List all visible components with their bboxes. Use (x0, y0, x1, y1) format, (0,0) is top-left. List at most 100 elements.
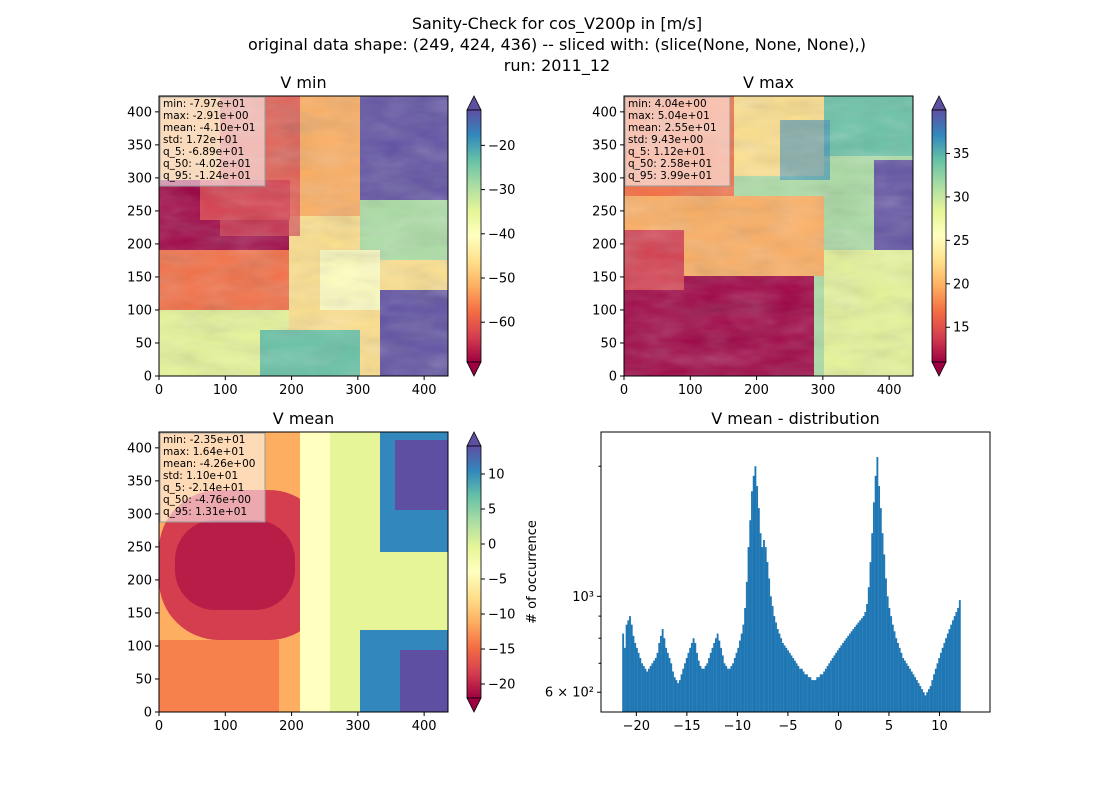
v-mean-axes-frame (158, 431, 449, 713)
v-min-colorbar: −60 −50 −40 −30 −20 (466, 95, 515, 377)
stat-line: max: 1.64e+01 (163, 446, 245, 458)
histogram-bar (627, 620, 630, 712)
y-tick-label: 150 (592, 270, 617, 285)
histogram-bar (708, 657, 710, 712)
histogram-bar (929, 686, 932, 712)
colorbar-tick-label: −30 (488, 183, 515, 198)
colorbar-tick-label: −40 (488, 227, 515, 242)
histogram-bar (622, 633, 625, 712)
colorbar-body (466, 109, 482, 363)
histogram-bar (790, 655, 793, 712)
histogram-bar (860, 618, 863, 712)
colorbar-tick-label: 5 (488, 503, 496, 518)
histogram-bar (804, 674, 807, 712)
y-tick-label: 150 (127, 270, 152, 285)
histogram-bar (943, 642, 946, 712)
histogram-bar (845, 638, 848, 712)
histogram-bar (701, 668, 704, 712)
y-tick-label: 300 (592, 171, 617, 186)
x-tick-label: 300 (345, 719, 370, 734)
x-tick-label: 0 (834, 719, 842, 734)
histogram-bar (785, 647, 788, 712)
histogram-bar (651, 663, 654, 712)
histogram-bar (800, 668, 803, 712)
y-tick-label: 300 (127, 507, 152, 522)
histogram-bar (720, 647, 722, 712)
histogram-bar (836, 650, 839, 712)
histogram-bar (854, 626, 856, 712)
v-min-ticks: 0 100 200 300 400 0 50 100 150 200 250 300 350 400 (127, 105, 436, 398)
histogram-bar (874, 475, 877, 712)
histogram-bar (871, 533, 874, 712)
histogram-bar (886, 596, 889, 712)
histogram-bar (807, 677, 810, 712)
y-tick-label: 400 (127, 105, 152, 120)
histogram-bar (660, 635, 662, 712)
x-tick-label: −5 (778, 719, 797, 734)
histogram-bar (788, 652, 791, 712)
colorbar-tick-label: 20 (953, 277, 970, 292)
histogram-bar (919, 686, 922, 712)
histogram-bar (843, 640, 846, 712)
histogram-bar (757, 508, 760, 712)
histogram-bar (687, 652, 690, 712)
histogram-bar (754, 466, 757, 712)
histogram-bar (769, 596, 772, 712)
colorbar-tick-label: −10 (488, 608, 515, 623)
y-tick-label: 10³ (572, 590, 594, 605)
x-tick-label: 400 (412, 719, 437, 734)
colorbar-tick-label: −5 (488, 573, 507, 588)
histogram-bar (876, 457, 879, 712)
histogram-bar (635, 647, 638, 712)
histogram-bar (809, 677, 812, 712)
histogram-bar (881, 533, 884, 712)
v-mean-ticks: 0 100 200 300 400 0 50 100 150 200 250 300 350 400 (127, 441, 436, 734)
histogram-bar (759, 533, 762, 712)
x-tick-label: 300 (810, 383, 835, 398)
histogram-bar (625, 624, 628, 712)
histogram-bar (898, 647, 901, 712)
histogram-bar (685, 657, 688, 712)
x-tick-label: 100 (213, 719, 238, 734)
panel-v-mean: V mean 0 100 200 300 40005010015020025030035… (127, 409, 515, 734)
histogram-bar (749, 520, 752, 712)
histogram-bar (768, 578, 771, 712)
histogram-bar (654, 657, 657, 712)
v-max-ticks: 0 100 200 300 400 0 50 100 150 200 250 300 350 400 (592, 105, 901, 398)
histogram-bar (823, 671, 826, 712)
histogram-bar (735, 652, 738, 712)
y-tick-label: 0 (144, 370, 152, 385)
histogram-bar (806, 674, 808, 712)
histogram-bar (927, 689, 930, 712)
histogram-bar (859, 620, 862, 712)
histogram-bar (704, 665, 707, 712)
x-tick-label: 10 (931, 719, 948, 734)
y-tick-label: 350 (127, 138, 152, 153)
y-tick-label: 350 (127, 474, 152, 489)
histogram-bar (812, 680, 815, 712)
histogram-bar (852, 629, 855, 712)
histogram-bar (792, 657, 795, 712)
colorbar-extend-min (466, 361, 482, 377)
stat-line: max: 5.04e+01 (628, 110, 710, 122)
histogram-bar (850, 631, 853, 712)
histogram-bar (725, 665, 728, 712)
stat-line: std: 1.10e+01 (163, 470, 238, 482)
histogram-bar (723, 663, 726, 712)
histogram-bar (938, 657, 941, 712)
histogram-bar (797, 665, 800, 712)
stat-line: q_5: -2.14e+01 (163, 482, 244, 494)
histogram-bar (862, 616, 865, 712)
histogram-bar (747, 547, 750, 712)
histogram-bar (780, 638, 783, 712)
histogram-bar (931, 680, 934, 712)
y-tick-label: 0 (609, 370, 617, 385)
histogram-bar (922, 692, 925, 712)
panel-distribution-title: V mean - distribution (711, 409, 880, 428)
stat-line: q_50: 2.58e+01 (628, 158, 712, 170)
histogram-bar (900, 652, 903, 712)
histogram-bar (946, 633, 949, 712)
histogram-bar (773, 616, 776, 712)
panel-v-min-title: V min (280, 73, 326, 92)
